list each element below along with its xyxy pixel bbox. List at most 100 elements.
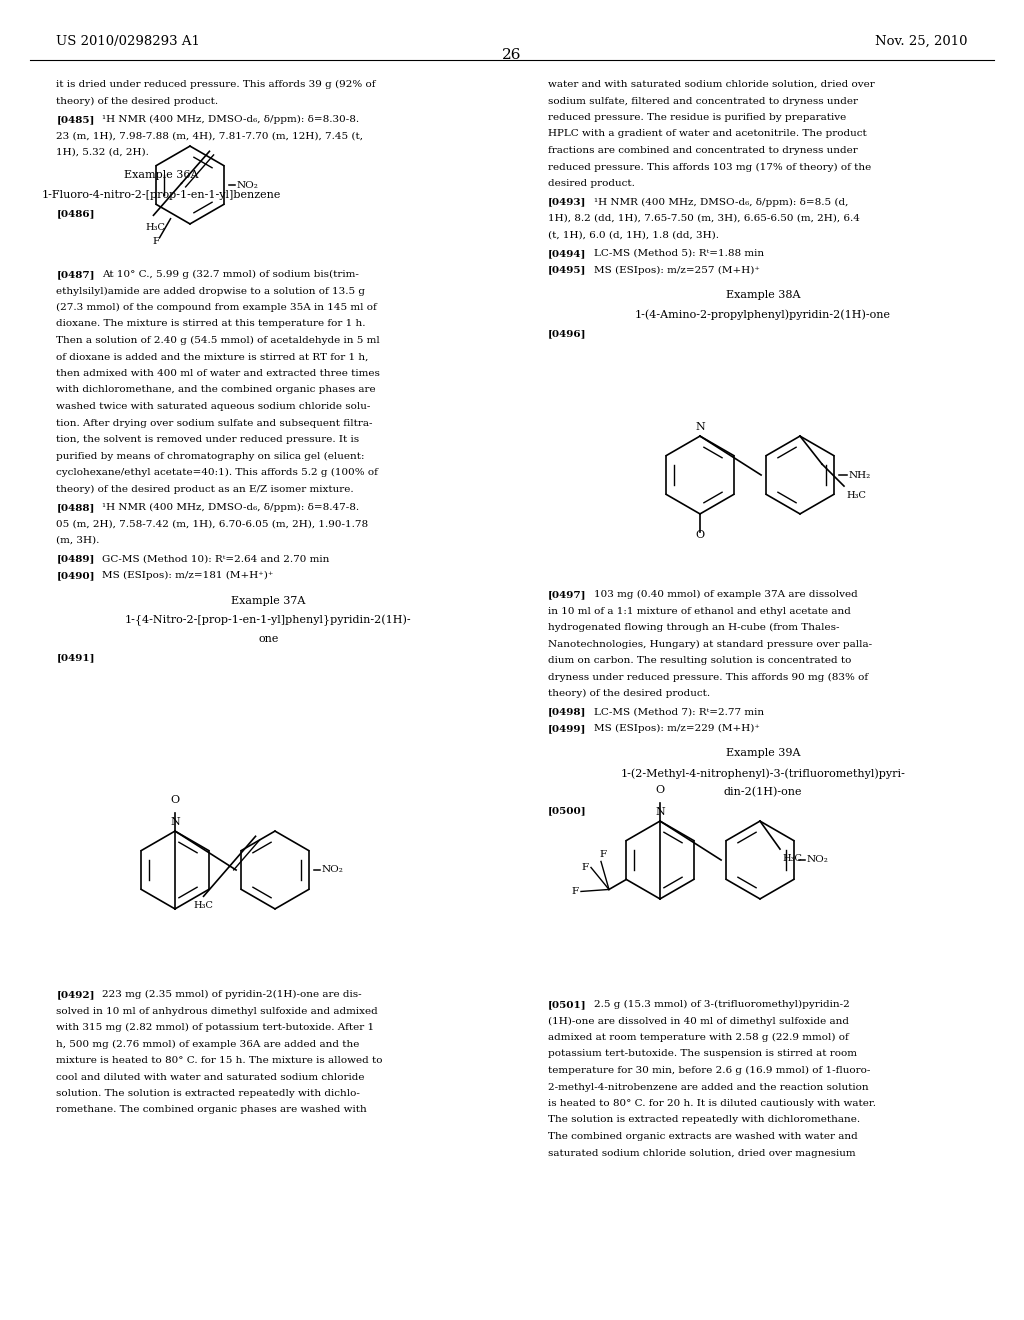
Text: 26: 26 [502, 48, 522, 62]
Text: [0499]: [0499] [548, 723, 586, 733]
Text: then admixed with 400 ml of water and extracted three times: then admixed with 400 ml of water and ex… [56, 370, 380, 378]
Text: MS (ESIpos): m/z=229 (M+H)⁺: MS (ESIpos): m/z=229 (M+H)⁺ [594, 723, 760, 733]
Text: hydrogenated flowing through an H-cube (from Thales-: hydrogenated flowing through an H-cube (… [548, 623, 840, 632]
Text: Example 38A: Example 38A [726, 290, 800, 300]
Text: NO₂: NO₂ [322, 866, 344, 874]
Text: H₃C: H₃C [145, 223, 166, 232]
Text: fractions are combined and concentrated to dryness under: fractions are combined and concentrated … [548, 147, 857, 154]
Text: O: O [695, 529, 705, 540]
Text: NO₂: NO₂ [237, 181, 259, 190]
Text: one: one [258, 634, 279, 644]
Text: HPLC with a gradient of water and acetonitrile. The product: HPLC with a gradient of water and aceton… [548, 129, 866, 139]
Text: [0501]: [0501] [548, 1001, 587, 1008]
Text: tion, the solvent is removed under reduced pressure. It is: tion, the solvent is removed under reduc… [56, 436, 359, 444]
Text: [0490]: [0490] [56, 572, 95, 579]
Text: desired product.: desired product. [548, 180, 635, 187]
Text: theory) of the desired product as an E/Z isomer mixture.: theory) of the desired product as an E/Z… [56, 484, 354, 494]
Text: [0492]: [0492] [56, 990, 95, 999]
Text: reduced pressure. This affords 103 mg (17% of theory) of the: reduced pressure. This affords 103 mg (1… [548, 162, 871, 172]
Text: cyclohexane/ethyl acetate=40:1). This affords 5.2 g (100% of: cyclohexane/ethyl acetate=40:1). This af… [56, 469, 378, 477]
Text: cool and diluted with water and saturated sodium chloride: cool and diluted with water and saturate… [56, 1072, 365, 1081]
Text: ¹H NMR (400 MHz, DMSO-d₆, δ/ppm): δ=8.30-8.: ¹H NMR (400 MHz, DMSO-d₆, δ/ppm): δ=8.30… [102, 115, 359, 124]
Text: 1-(4-Amino-2-propylphenyl)pyridin-2(1H)-one: 1-(4-Amino-2-propylphenyl)pyridin-2(1H)-… [635, 309, 891, 319]
Text: H₃C: H₃C [194, 902, 213, 911]
Text: N: N [695, 422, 705, 432]
Text: with dichloromethane, and the combined organic phases are: with dichloromethane, and the combined o… [56, 385, 376, 395]
Text: [0488]: [0488] [56, 503, 94, 512]
Text: Example 36A: Example 36A [124, 170, 199, 181]
Text: [0500]: [0500] [548, 807, 587, 814]
Text: saturated sodium chloride solution, dried over magnesium: saturated sodium chloride solution, drie… [548, 1148, 855, 1158]
Text: 1-(2-Methyl-4-nitrophenyl)-3-(trifluoromethyl)pyri-: 1-(2-Methyl-4-nitrophenyl)-3-(trifluorom… [621, 768, 905, 779]
Text: [0498]: [0498] [548, 708, 586, 717]
Text: F: F [571, 887, 579, 896]
Text: (m, 3H).: (m, 3H). [56, 536, 99, 545]
Text: h, 500 mg (2.76 mmol) of example 36A are added and the: h, 500 mg (2.76 mmol) of example 36A are… [56, 1040, 359, 1048]
Text: 23 (m, 1H), 7.98-7.88 (m, 4H), 7.81-7.70 (m, 12H), 7.45 (t,: 23 (m, 1H), 7.98-7.88 (m, 4H), 7.81-7.70… [56, 132, 364, 140]
Text: (27.3 mmol) of the compound from example 35A in 145 ml of: (27.3 mmol) of the compound from example… [56, 304, 377, 312]
Text: [0486]: [0486] [56, 210, 95, 219]
Text: water and with saturated sodium chloride solution, dried over: water and with saturated sodium chloride… [548, 81, 874, 88]
Text: 1-{4-Nitro-2-[prop-1-en-1-yl]phenyl}pyridin-2(1H)-: 1-{4-Nitro-2-[prop-1-en-1-yl]phenyl}pyri… [125, 615, 412, 627]
Text: MS (ESIpos): m/z=181 (M+H⁺)⁺: MS (ESIpos): m/z=181 (M+H⁺)⁺ [102, 572, 273, 579]
Text: theory) of the desired product.: theory) of the desired product. [548, 689, 710, 698]
Text: 2-methyl-4-nitrobenzene are added and the reaction solution: 2-methyl-4-nitrobenzene are added and th… [548, 1082, 868, 1092]
Text: [0493]: [0493] [548, 198, 586, 206]
Text: F: F [582, 863, 589, 873]
Text: 1H), 8.2 (dd, 1H), 7.65-7.50 (m, 3H), 6.65-6.50 (m, 2H), 6.4: 1H), 8.2 (dd, 1H), 7.65-7.50 (m, 3H), 6.… [548, 214, 860, 223]
Text: At 10° C., 5.99 g (32.7 mmol) of sodium bis(trim-: At 10° C., 5.99 g (32.7 mmol) of sodium … [102, 271, 359, 279]
Text: The solution is extracted repeatedly with dichloromethane.: The solution is extracted repeatedly wit… [548, 1115, 860, 1125]
Text: Example 37A: Example 37A [231, 595, 305, 606]
Text: F: F [599, 850, 606, 859]
Text: [0495]: [0495] [548, 265, 586, 275]
Text: 1H), 5.32 (d, 2H).: 1H), 5.32 (d, 2H). [56, 148, 150, 157]
Text: purified by means of chromatography on silica gel (eluent:: purified by means of chromatography on s… [56, 451, 365, 461]
Text: 05 (m, 2H), 7.58-7.42 (m, 1H), 6.70-6.05 (m, 2H), 1.90-1.78: 05 (m, 2H), 7.58-7.42 (m, 1H), 6.70-6.05… [56, 520, 369, 528]
Text: LC-MS (Method 5): Rᵗ=1.88 min: LC-MS (Method 5): Rᵗ=1.88 min [594, 249, 764, 257]
Text: potassium tert-butoxide. The suspension is stirred at room: potassium tert-butoxide. The suspension … [548, 1049, 857, 1059]
Text: dium on carbon. The resulting solution is concentrated to: dium on carbon. The resulting solution i… [548, 656, 851, 665]
Text: O: O [655, 785, 665, 795]
Text: of dioxane is added and the mixture is stirred at RT for 1 h,: of dioxane is added and the mixture is s… [56, 352, 369, 362]
Text: it is dried under reduced pressure. This affords 39 g (92% of: it is dried under reduced pressure. This… [56, 81, 376, 90]
Text: O: O [170, 795, 179, 805]
Text: Example 39A: Example 39A [726, 748, 800, 759]
Text: dryness under reduced pressure. This affords 90 mg (83% of: dryness under reduced pressure. This aff… [548, 672, 868, 681]
Text: H₃C: H₃C [782, 854, 802, 863]
Text: theory) of the desired product.: theory) of the desired product. [56, 96, 218, 106]
Text: mixture is heated to 80° C. for 15 h. The mixture is allowed to: mixture is heated to 80° C. for 15 h. Th… [56, 1056, 383, 1065]
Text: US 2010/0298293 A1: US 2010/0298293 A1 [56, 36, 201, 48]
Text: 103 mg (0.40 mmol) of example 37A are dissolved: 103 mg (0.40 mmol) of example 37A are di… [594, 590, 857, 599]
Text: NO₂: NO₂ [807, 855, 828, 865]
Text: sodium sulfate, filtered and concentrated to dryness under: sodium sulfate, filtered and concentrate… [548, 96, 858, 106]
Text: LC-MS (Method 7): Rᵗ=2.77 min: LC-MS (Method 7): Rᵗ=2.77 min [594, 708, 764, 717]
Text: romethane. The combined organic phases are washed with: romethane. The combined organic phases a… [56, 1106, 367, 1114]
Text: The combined organic extracts are washed with water and: The combined organic extracts are washed… [548, 1133, 857, 1140]
Text: with 315 mg (2.82 mmol) of potassium tert-butoxide. After 1: with 315 mg (2.82 mmol) of potassium ter… [56, 1023, 375, 1032]
Text: [0496]: [0496] [548, 329, 587, 338]
Text: Nanotechnologies, Hungary) at standard pressure over palla-: Nanotechnologies, Hungary) at standard p… [548, 639, 872, 648]
Text: [0487]: [0487] [56, 271, 95, 279]
Text: in 10 ml of a 1:1 mixture of ethanol and ethyl acetate and: in 10 ml of a 1:1 mixture of ethanol and… [548, 606, 851, 615]
Text: is heated to 80° C. for 20 h. It is diluted cautiously with water.: is heated to 80° C. for 20 h. It is dilu… [548, 1100, 876, 1107]
Text: reduced pressure. The residue is purified by preparative: reduced pressure. The residue is purifie… [548, 114, 846, 121]
Text: 223 mg (2.35 mmol) of pyridin-2(1H)-one are dis-: 223 mg (2.35 mmol) of pyridin-2(1H)-one … [102, 990, 361, 999]
Text: [0489]: [0489] [56, 554, 94, 564]
Text: Then a solution of 2.40 g (54.5 mmol) of acetaldehyde in 5 ml: Then a solution of 2.40 g (54.5 mmol) of… [56, 337, 380, 345]
Text: N: N [655, 807, 665, 817]
Text: ethylsilyl)amide are added dropwise to a solution of 13.5 g: ethylsilyl)amide are added dropwise to a… [56, 286, 366, 296]
Text: [0497]: [0497] [548, 590, 587, 599]
Text: [0491]: [0491] [56, 653, 95, 663]
Text: dioxane. The mixture is stirred at this temperature for 1 h.: dioxane. The mixture is stirred at this … [56, 319, 366, 329]
Text: ¹H NMR (400 MHz, DMSO-d₆, δ/ppm): δ=8.5 (d,: ¹H NMR (400 MHz, DMSO-d₆, δ/ppm): δ=8.5 … [594, 198, 848, 207]
Text: MS (ESIpos): m/z=257 (M+H)⁺: MS (ESIpos): m/z=257 (M+H)⁺ [594, 265, 760, 275]
Text: temperature for 30 min, before 2.6 g (16.9 mmol) of 1-fluoro-: temperature for 30 min, before 2.6 g (16… [548, 1067, 870, 1074]
Text: washed twice with saturated aqueous sodium chloride solu-: washed twice with saturated aqueous sodi… [56, 403, 371, 411]
Text: [0485]: [0485] [56, 115, 94, 124]
Text: F: F [152, 236, 159, 246]
Text: 1-Fluoro-4-nitro-2-[prop-1-en-1-yl]benzene: 1-Fluoro-4-nitro-2-[prop-1-en-1-yl]benze… [42, 190, 281, 201]
Text: admixed at room temperature with 2.58 g (22.9 mmol) of: admixed at room temperature with 2.58 g … [548, 1034, 849, 1041]
Text: N: N [170, 817, 180, 828]
Text: NH₂: NH₂ [849, 470, 871, 479]
Text: ¹H NMR (400 MHz, DMSO-d₆, δ/ppm): δ=8.47-8.: ¹H NMR (400 MHz, DMSO-d₆, δ/ppm): δ=8.47… [102, 503, 359, 512]
